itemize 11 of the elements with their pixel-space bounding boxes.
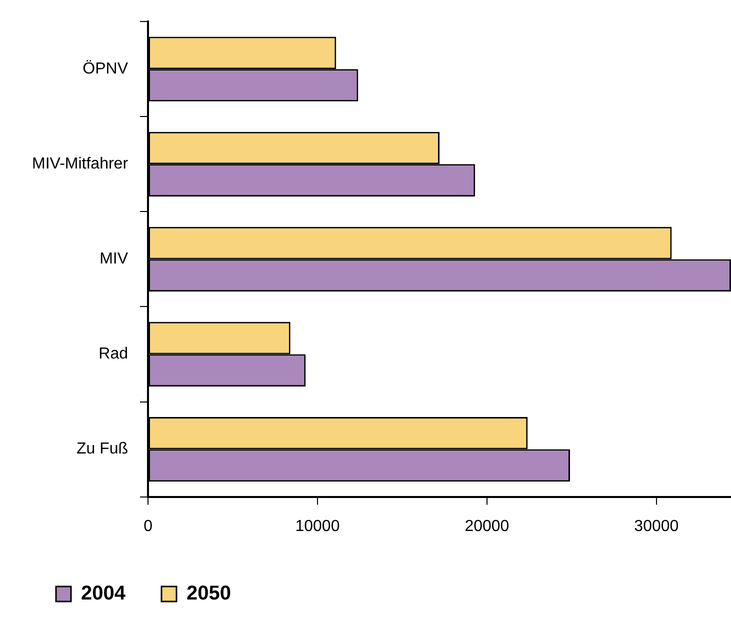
y-tick-label: MIV-Mitfahrer xyxy=(32,156,129,173)
x-tick-label: 10000 xyxy=(295,518,340,535)
x-tick-label: 0 xyxy=(144,518,153,535)
y-tick-label: ÖPNV xyxy=(82,60,128,78)
legend-label: 2050 xyxy=(186,582,231,605)
legend-label: 2004 xyxy=(81,582,126,605)
y-tick-label: Rad xyxy=(98,346,128,363)
x-tick-label: 20000 xyxy=(464,518,510,535)
y-tick-label: Zu Fuß xyxy=(76,440,128,458)
x-tick-label: 30000 xyxy=(634,518,679,535)
y-tick-label: MIV xyxy=(100,250,128,268)
